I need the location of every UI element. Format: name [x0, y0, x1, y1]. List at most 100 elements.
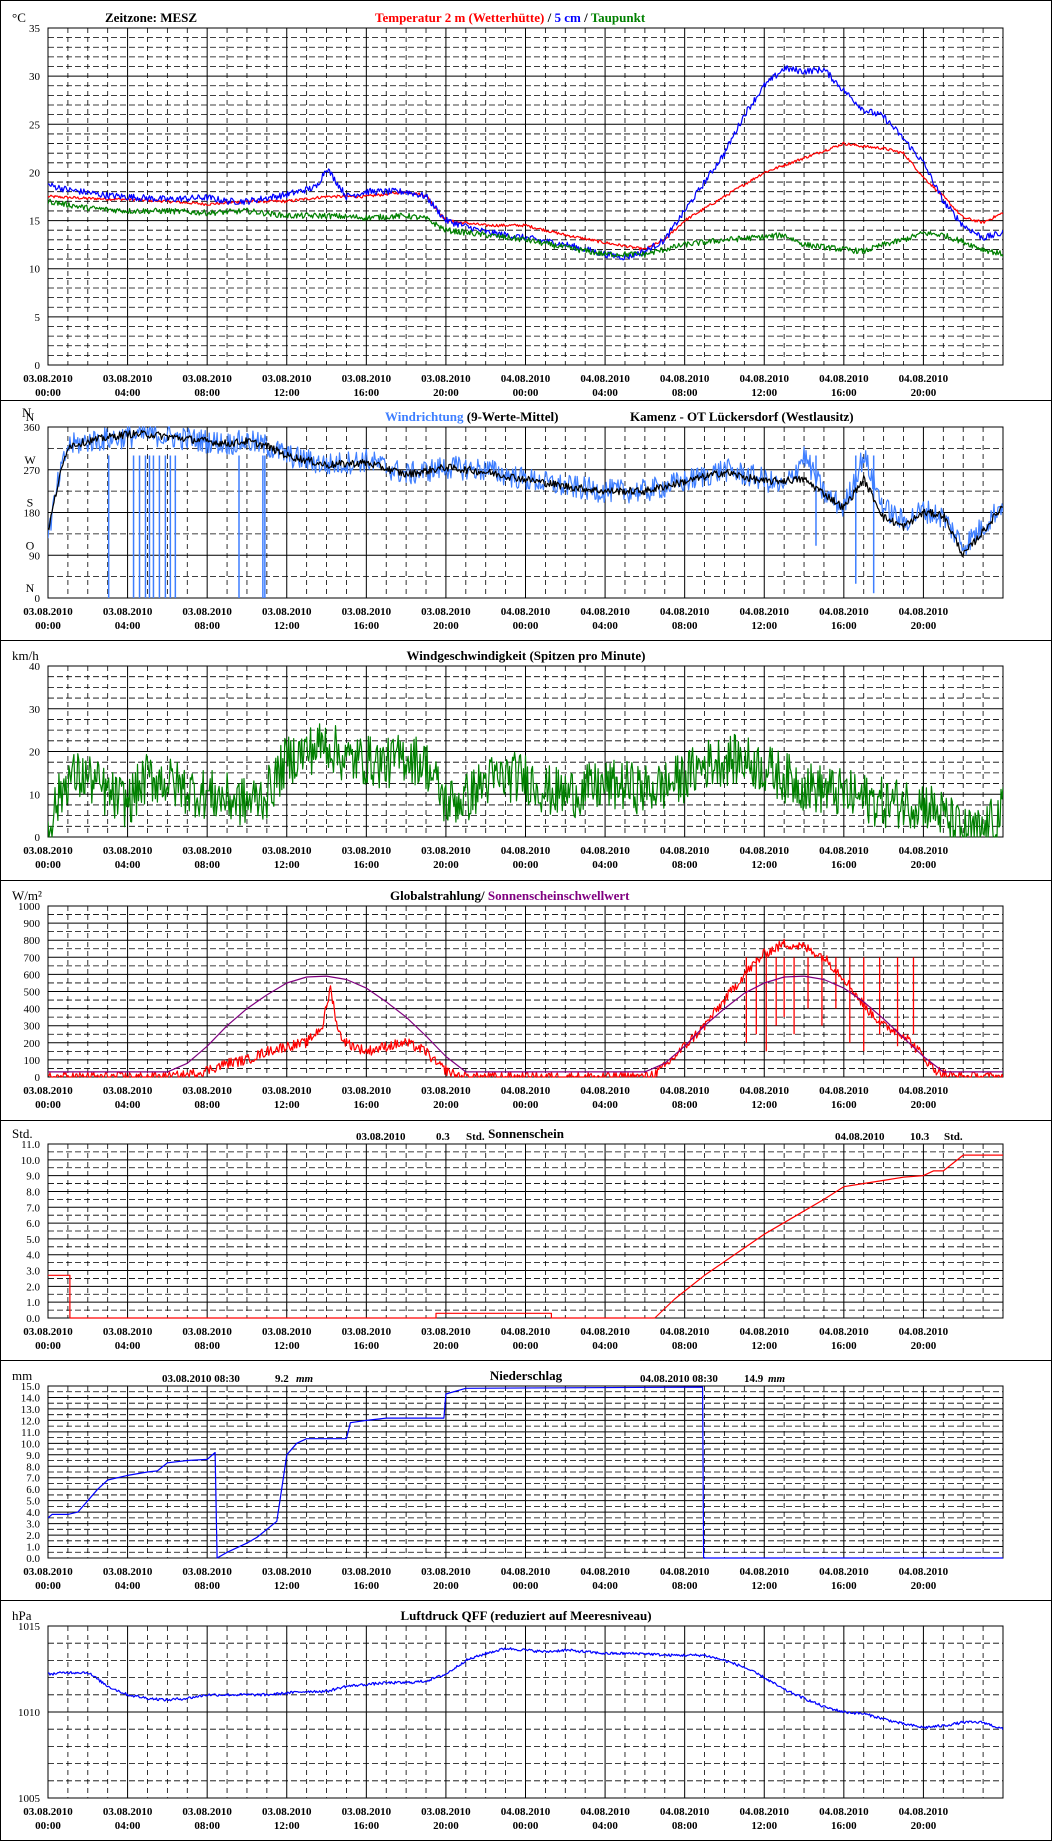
x-tick-time: 08:00	[194, 1820, 220, 1832]
x-tick-time: 04:00	[115, 1820, 141, 1832]
total-unit: Std.	[466, 1131, 485, 1143]
y-tick-label: 10	[29, 789, 41, 801]
x-tick-time: 20:00	[433, 1099, 459, 1111]
x-tick-date: 04.08.2010	[501, 845, 551, 857]
x-tick-time: 04:00	[115, 1340, 141, 1352]
x-tick-date: 04.08.2010	[740, 373, 790, 385]
chart-panel-wind_speed: 0 10 20 30 40 03.08.2010 00:00 03.08.2010 04:00 0…	[0, 640, 1052, 871]
y-tick-label: 9.0	[26, 1450, 40, 1462]
x-tick-date: 03.08.2010	[262, 1566, 312, 1578]
y-tick-label: 700	[24, 952, 41, 964]
x-tick-time: 20:00	[433, 620, 459, 632]
x-tick-date: 04.08.2010	[899, 1806, 949, 1818]
chart-title: Temperatur 2 m (Wetterhütte) / 5 cm / Ta…	[375, 10, 646, 25]
x-tick-time: 20:00	[911, 387, 937, 399]
y-tick-label: 180	[24, 508, 41, 520]
x-tick-date: 03.08.2010	[342, 373, 392, 385]
y-tick-label: 20	[29, 167, 41, 179]
total-value: 0.3	[436, 1131, 450, 1143]
x-tick-time: 00:00	[513, 1340, 539, 1352]
x-tick-date: 03.08.2010	[182, 1566, 232, 1578]
x-tick-time: 20:00	[911, 620, 937, 632]
x-tick-date: 04.08.2010	[580, 373, 630, 385]
y-tick-label: 0.0	[26, 1553, 40, 1565]
x-tick-date: 04.08.2010	[580, 606, 630, 618]
x-tick-date: 03.08.2010	[23, 1806, 73, 1818]
x-tick-time: 00:00	[513, 1099, 539, 1111]
x-tick-date: 03.08.2010	[421, 373, 471, 385]
timezone-label: Zeitzone: MESZ	[105, 10, 197, 25]
x-tick-time: 04:00	[592, 859, 618, 871]
total-date: 03.08.2010 08:30	[162, 1373, 240, 1385]
x-tick-date: 03.08.2010	[23, 1566, 73, 1578]
y-tick-label: 1015	[18, 1621, 41, 1633]
x-tick-date: 03.08.2010	[262, 1085, 312, 1097]
x-tick-time: 04:00	[115, 620, 141, 632]
chart-panel-solar: 0 100 200 300 400 500 600 700 800 900 1000 03.08.20…	[0, 880, 1052, 1111]
y-tick-label: 7.0	[26, 1473, 40, 1485]
x-tick-time: 20:00	[433, 1820, 459, 1832]
y-tick-label: 360	[24, 422, 41, 434]
x-tick-date: 03.08.2010	[342, 606, 392, 618]
x-tick-date: 03.08.2010	[421, 1806, 471, 1818]
y-tick-label: 14.0	[21, 1392, 41, 1404]
total-unit: Std.	[944, 1131, 963, 1143]
series-line-2	[48, 198, 1003, 258]
x-tick-time: 12:00	[751, 1099, 777, 1111]
series-group	[48, 938, 1003, 1078]
chart-panel-wind_dir: 0N90O180S270W360N03.08.201000:0003.08.20…	[0, 400, 1052, 632]
grid	[47, 1625, 1004, 1799]
x-tick-date: 03.08.2010	[182, 1326, 232, 1338]
x-tick-date: 04.08.2010	[580, 845, 630, 857]
x-tick-time: 00:00	[513, 1820, 539, 1832]
x-tick-date: 04.08.2010	[740, 845, 790, 857]
x-tick-date: 04.08.2010	[899, 845, 949, 857]
x-tick-time: 12:00	[274, 620, 300, 632]
station-label: Kamenz - OT Lückersdorf (Westlausitz)	[630, 409, 854, 424]
x-tick-time: 08:00	[194, 1580, 220, 1592]
total-value: 9.2	[275, 1373, 289, 1385]
x-tick-time: 00:00	[513, 859, 539, 871]
x-tick-date: 03.08.2010	[23, 1085, 73, 1097]
x-tick-time: 04:00	[592, 387, 618, 399]
x-tick-date: 03.08.2010	[421, 1566, 471, 1578]
y-tick-label: 11.0	[21, 1139, 40, 1151]
x-tick-time: 08:00	[672, 620, 698, 632]
total-value: 14.9	[744, 1373, 764, 1385]
x-tick-date: 03.08.2010	[421, 1326, 471, 1338]
x-tick-time: 04:00	[592, 1820, 618, 1832]
unit-label: hPa	[12, 1608, 32, 1623]
y-tick-label: 35	[29, 23, 41, 35]
y-tick-label: 8.0	[26, 1461, 40, 1473]
unit-label: W/m²	[12, 888, 42, 903]
y-tick-label: 1005	[18, 1793, 41, 1805]
x-tick-date: 03.08.2010	[103, 1326, 153, 1338]
series-line-0	[48, 426, 1003, 555]
chart-panel-pressure: 1005 1010 1015 03.08.2010 00:00 03.08.2010 04:…	[0, 1600, 1052, 1832]
x-tick-time: 16:00	[353, 1580, 379, 1592]
unit-label: mm	[12, 1368, 32, 1383]
unit-label: km/h	[12, 648, 39, 663]
x-tick-time: 20:00	[911, 1099, 937, 1111]
y-tick-label: 12.0	[21, 1415, 41, 1427]
x-tick-time: 08:00	[194, 1340, 220, 1352]
x-tick-date: 04.08.2010	[660, 373, 710, 385]
total-unit: mm	[296, 1373, 314, 1385]
y-tick-label: 5.0	[26, 1496, 40, 1508]
x-tick-time: 00:00	[35, 1340, 61, 1352]
title-part: (9-Werte-Mittel)	[467, 409, 559, 424]
direction-label: O	[26, 538, 35, 552]
y-tick-label: 4.0	[26, 1507, 40, 1519]
y-tick-label: 500	[24, 987, 41, 999]
x-tick-time: 04:00	[115, 859, 141, 871]
chart-title: Windrichtung (9-Werte-Mittel)	[385, 409, 558, 424]
y-tick-label: 3.0	[26, 1519, 40, 1531]
x-tick-time: 16:00	[831, 1580, 857, 1592]
y-tick-label: 0.0	[26, 1313, 40, 1325]
series-line-0	[48, 1647, 1003, 1731]
chart-panel-temp: 0 5 10 15 20 25 30 35 03.08.2010 00:00 03.08.2010 0…	[12, 10, 1004, 399]
title-part: Sonnenscheinschwellwert	[488, 888, 630, 903]
x-tick-date: 04.08.2010	[660, 1806, 710, 1818]
chart-title: Niederschlag	[490, 1368, 563, 1383]
